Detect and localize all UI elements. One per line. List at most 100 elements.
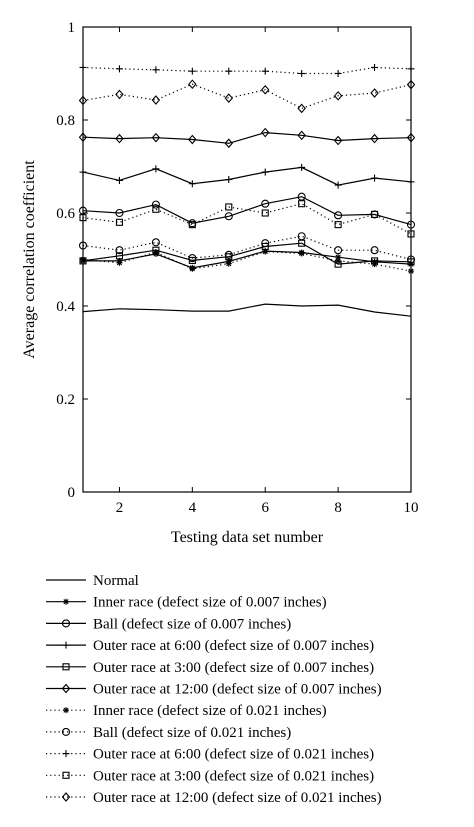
series-line-outer-race-at-6-00-defect-size-of-0-007-inches [82, 166, 412, 186]
data-point-inner-race-defect-size-of-0-021-inches-6 [262, 248, 269, 255]
data-point-outer-race-at-6-00-defect-size-of-0-021-inches-5 [225, 67, 233, 75]
x-axis-label: Testing data set number [171, 529, 324, 546]
data-point-outer-race-at-3-00-defect-size-of-0-021-inches-7 [298, 200, 306, 208]
data-point-outer-race-at-6-00-defect-size-of-0-007-inches-6 [261, 168, 269, 176]
data-point-ball-defect-size-of-0-021-inches-4 [188, 254, 197, 263]
series-outer-race-at-3-00-defect-size-of-0-021-inches [79, 200, 415, 238]
data-point-outer-race-at-6-00-defect-size-of-0-021-inches-6 [261, 67, 269, 75]
y-tick-label: 0.8 [56, 113, 75, 129]
series-line-outer-race-at-12-00-defect-size-of-0-007-inches [82, 131, 412, 144]
legend-entry-normal: Normal [46, 573, 139, 589]
series-line-normal [82, 303, 412, 317]
legend-marker-plus [62, 641, 70, 649]
data-point-outer-race-at-6-00-defect-size-of-0-021-inches-9 [371, 63, 379, 71]
legend-entry-ball-defect-size-of-0-021-inches: Ball (defect size of 0.021 inches) [46, 725, 291, 741]
data-point-outer-race-at-3-00-defect-size-of-0-021-inches-5 [225, 203, 233, 211]
legend-marker-circle [61, 619, 71, 628]
series-line-ball-defect-size-of-0-007-inches [82, 196, 412, 226]
y-axis-label: Average correlation coefficient [21, 160, 38, 359]
data-point-ball-defect-size-of-0-007-inches-5 [224, 212, 233, 221]
data-point-outer-race-at-12-00-defect-size-of-0-021-inches-7 [297, 103, 306, 114]
legend-marker-square [62, 663, 70, 671]
data-point-outer-race-at-6-00-defect-size-of-0-007-inches-2 [115, 176, 123, 184]
data-point-outer-race-at-12-00-defect-size-of-0-007-inches-9 [370, 133, 379, 144]
x-tick-label: 10 [404, 500, 419, 516]
y-tick-label: 0.6 [56, 206, 75, 222]
data-point-ball-defect-size-of-0-007-inches-2 [115, 208, 124, 218]
data-point-outer-race-at-3-00-defect-size-of-0-021-inches-6 [261, 209, 269, 217]
legend-marker-plus [62, 750, 70, 758]
data-point-outer-race-at-12-00-defect-size-of-0-021-inches-2 [115, 89, 124, 100]
data-point-outer-race-at-3-00-defect-size-of-0-021-inches-4 [188, 221, 196, 229]
data-point-outer-race-at-6-00-defect-size-of-0-021-inches-8 [334, 70, 342, 77]
data-point-inner-race-defect-size-of-0-021-inches-9 [371, 261, 378, 268]
data-point-outer-race-at-12-00-defect-size-of-0-007-inches-7 [297, 130, 306, 141]
legend-marker-diamond [61, 683, 71, 694]
series-outer-race-at-12-00-defect-size-of-0-021-inches [78, 79, 416, 114]
y-tick-label: 1 [68, 20, 76, 36]
data-point-outer-race-at-12-00-defect-size-of-0-021-inches-9 [370, 88, 379, 98]
legend-label: Normal [93, 573, 139, 589]
data-point-inner-race-defect-size-of-0-021-inches-4 [189, 265, 196, 272]
legend-label: Ball (defect size of 0.021 inches) [93, 725, 291, 741]
data-point-outer-race-at-6-00-defect-size-of-0-007-inches-7 [298, 163, 306, 171]
legend-label: Outer race at 3:00 (defect size of 0.021… [93, 768, 374, 784]
data-point-ball-defect-size-of-0-021-inches-8 [334, 246, 343, 255]
data-point-outer-race-at-6-00-defect-size-of-0-007-inches-3 [152, 165, 160, 173]
data-point-inner-race-defect-size-of-0-021-inches-3 [152, 249, 159, 256]
legend-label: Outer race at 6:00 (defect size of 0.021… [93, 747, 374, 763]
x-tick-label: 6 [261, 500, 269, 516]
legend-entry-outer-race-at-12-00-defect-size-of-0-007-inches: Outer race at 12:00 (defect size of 0.00… [46, 682, 382, 698]
legend-label: Inner race (defect size of 0.007 inches) [93, 595, 327, 611]
axes: 2 4 6 8 10 0 0.2 0.4 0.6 0.8 1 Testing data set num… [21, 20, 419, 546]
series-outer-race-at-6-00-defect-size-of-0-007-inches [79, 163, 415, 189]
data-point-outer-race-at-12-00-defect-size-of-0-007-inches-6 [260, 127, 270, 138]
series-outer-race-at-3-00-defect-size-of-0-007-inches [79, 239, 415, 268]
legend-entry-inner-race-defect-size-of-0-021-inches: Inner race (defect size of 0.021 inches) [46, 703, 327, 719]
data-point-outer-race-at-6-00-defect-size-of-0-007-inches-9 [371, 174, 379, 182]
plot-frame [82, 26, 412, 493]
data-point-outer-race-at-6-00-defect-size-of-0-007-inches-4 [188, 180, 196, 188]
data-point-inner-race-defect-size-of-0-021-inches-7 [298, 250, 305, 257]
data-point-outer-race-at-6-00-defect-size-of-0-021-inches-4 [188, 67, 196, 75]
plot-area [78, 63, 416, 317]
data-point-ball-defect-size-of-0-021-inches-3 [151, 238, 160, 247]
legend-entry-outer-race-at-6-00-defect-size-of-0-007-inches: Outer race at 6:00 (defect size of 0.007… [46, 638, 374, 654]
data-point-outer-race-at-12-00-defect-size-of-0-007-inches-8 [333, 135, 343, 146]
data-point-ball-defect-size-of-0-007-inches-8 [334, 211, 343, 220]
x-tick-label: 2 [116, 500, 124, 516]
series-line-inner-race-defect-size-of-0-021-inches [82, 250, 412, 272]
y-tick-label: 0 [68, 485, 76, 501]
legend-entry-outer-race-at-12-00-defect-size-of-0-021-inches: Outer race at 12:00 (defect size of 0.02… [46, 790, 382, 806]
data-point-outer-race-at-3-00-defect-size-of-0-021-inches-8 [334, 221, 342, 229]
data-point-inner-race-defect-size-of-0-021-inches-8 [335, 257, 342, 264]
legend-entry-ball-defect-size-of-0-007-inches: Ball (defect size of 0.007 inches) [46, 616, 291, 632]
data-point-outer-race-at-6-00-defect-size-of-0-021-inches-2 [115, 65, 123, 73]
data-point-outer-race-at-12-00-defect-size-of-0-021-inches-4 [188, 79, 197, 90]
data-point-outer-race-at-6-00-defect-size-of-0-007-inches-8 [334, 181, 342, 189]
x-tick-label: 4 [189, 500, 197, 516]
x-tick-label: 8 [334, 500, 342, 516]
legend-entry-outer-race-at-3-00-defect-size-of-0-007-inches: Outer race at 3:00 (defect size of 0.007… [46, 660, 374, 676]
legend-marker-circle [61, 727, 71, 736]
data-point-ball-defect-size-of-0-007-inches-3 [151, 200, 160, 209]
data-point-outer-race-at-6-00-defect-size-of-0-007-inches-5 [225, 176, 233, 184]
legend-marker-square [62, 771, 70, 779]
data-point-outer-race-at-12-00-defect-size-of-0-021-inches-5 [224, 93, 234, 103]
data-point-outer-race-at-12-00-defect-size-of-0-021-inches-3 [151, 95, 161, 105]
legend-entry-inner-race-defect-size-of-0-007-inches: Inner race (defect size of 0.007 inches) [46, 595, 327, 611]
data-point-ball-defect-size-of-0-021-inches-6 [261, 239, 270, 248]
legend: Normal Inner race (defect size of 0.007 i… [46, 573, 382, 806]
legend-label: Outer race at 12:00 (defect size of 0.02… [93, 790, 382, 806]
series-normal [82, 303, 412, 317]
series-outer-race-at-12-00-defect-size-of-0-007-inches [78, 127, 416, 149]
data-point-ball-defect-size-of-0-021-inches-5 [224, 250, 233, 259]
series-ball-defect-size-of-0-007-inches [78, 192, 416, 229]
legend-marker-diamond [61, 792, 71, 802]
series-outer-race-at-6-00-defect-size-of-0-021-inches [79, 63, 415, 77]
y-tick-label: 0.4 [56, 299, 75, 315]
legend-label: Outer race at 6:00 (defect size of 0.007… [93, 638, 374, 654]
data-point-outer-race-at-3-00-defect-size-of-0-021-inches-9 [371, 210, 379, 218]
data-point-outer-race-at-12-00-defect-size-of-0-021-inches-6 [260, 84, 270, 95]
data-point-inner-race-defect-size-of-0-021-inches-5 [225, 260, 232, 267]
